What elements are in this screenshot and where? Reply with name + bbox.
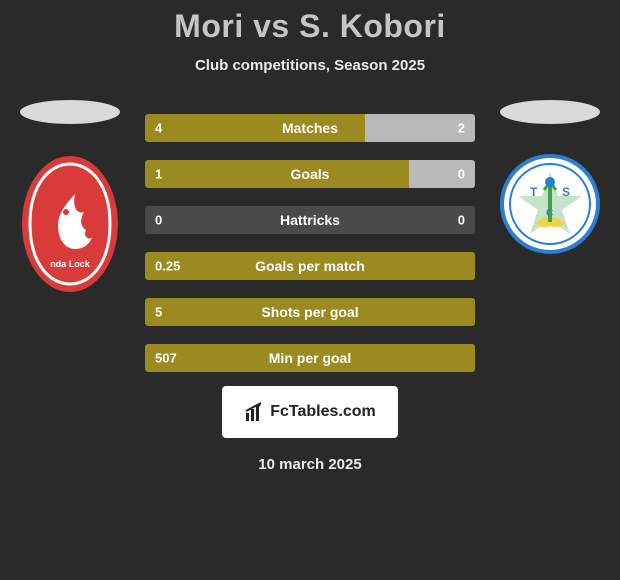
stat-value-left: 0: [155, 213, 162, 228]
crest-left-text: nda Lock: [50, 259, 91, 269]
stat-value-left: 1: [155, 167, 162, 182]
stat-label: Goals: [291, 166, 330, 182]
stat-row: Hattricks 0 0: [145, 206, 475, 234]
crest-left: nda Lock: [20, 154, 120, 299]
player-right-silhouette: [500, 100, 600, 124]
brand-text: FcTables.com: [270, 403, 376, 421]
player-left-silhouette: [20, 100, 120, 124]
crest-right: T S C: [500, 154, 600, 259]
brand-logo-icon: [244, 401, 266, 423]
svg-text:S: S: [562, 185, 570, 199]
stat-value-left: 5: [155, 305, 162, 320]
crest-right-svg: T S C: [500, 154, 600, 254]
svg-text:C: C: [546, 208, 553, 219]
stat-bar-right: [409, 160, 475, 188]
stat-value-left: 0.25: [155, 259, 180, 274]
stat-row: Goals 1 0: [145, 160, 475, 188]
stat-row: Min per goal 507: [145, 344, 475, 372]
page-title: Mori vs S. Kobori: [174, 8, 446, 45]
stats-column: Matches 4 2 Goals 1 0 Hattricks 0 0 Goals per mat…: [145, 114, 475, 372]
stat-label: Min per goal: [269, 350, 351, 366]
player-left-column: nda Lock: [10, 100, 130, 299]
player-right-column: T S C: [490, 100, 610, 259]
svg-text:T: T: [530, 185, 538, 199]
comparison-area: nda Lock T S C: [0, 114, 620, 372]
stat-label: Matches: [282, 120, 338, 136]
date-text: 10 march 2025: [258, 456, 361, 473]
stat-label: Hattricks: [280, 212, 340, 228]
stat-row: Shots per goal 5: [145, 298, 475, 326]
stat-label: Goals per match: [255, 258, 365, 274]
stat-value-left: 507: [155, 351, 177, 366]
crest-left-svg: nda Lock: [20, 154, 120, 294]
stat-row: Goals per match 0.25: [145, 252, 475, 280]
stat-bar-left: [145, 160, 409, 188]
subtitle: Club competitions, Season 2025: [195, 57, 425, 74]
stat-value-right: 0: [458, 167, 465, 182]
stat-value-right: 0: [458, 213, 465, 228]
stat-label: Shots per goal: [261, 304, 358, 320]
stat-row: Matches 4 2: [145, 114, 475, 142]
stat-value-right: 2: [458, 121, 465, 136]
brand-box[interactable]: FcTables.com: [222, 386, 398, 438]
stat-value-left: 4: [155, 121, 162, 136]
